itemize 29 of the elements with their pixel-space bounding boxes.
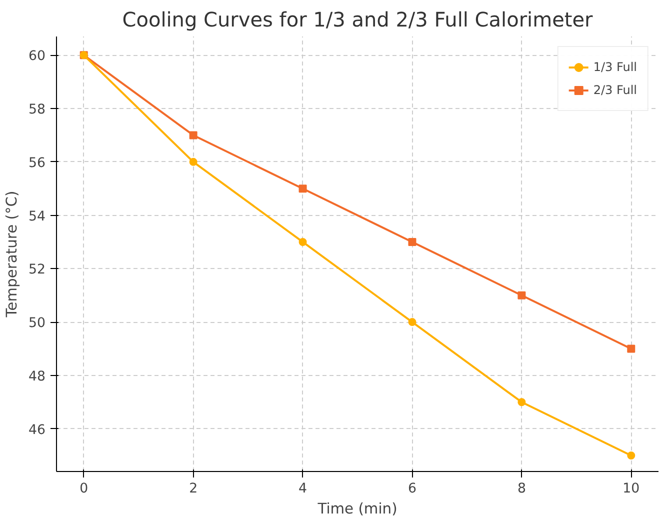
point	[298, 238, 307, 246]
y-tick-label: 60	[28, 49, 46, 64]
chart-title: Cooling Curves for 1/3 and 2/3 Full Calorimeter	[122, 8, 594, 32]
y-tick-label: 58	[28, 102, 46, 118]
point	[189, 131, 198, 140]
y-tick-label: 48	[28, 369, 46, 384]
x-tick-label: 2	[189, 482, 198, 496]
y-tick-label: 46	[28, 422, 46, 438]
point	[408, 238, 416, 246]
x-tick-label: 6	[408, 482, 416, 496]
point	[518, 398, 526, 406]
y-axis-title: Temperature (°C)	[4, 190, 21, 318]
x-tick-label: 4	[298, 482, 308, 496]
point	[189, 158, 198, 166]
y-tick-label: 52	[28, 262, 46, 278]
point	[627, 451, 636, 460]
point	[408, 318, 416, 326]
x-tick-label: 0	[80, 482, 88, 496]
y-tick-label: 50	[28, 316, 46, 332]
legend-label: 2/3 Full	[593, 83, 637, 97]
x-axis-title: Time (min)	[316, 500, 398, 518]
x-tick-label: 8	[517, 482, 526, 496]
legend-label: 1/3 Full	[593, 60, 637, 74]
point	[627, 344, 636, 353]
point	[298, 184, 307, 193]
x-tick-label: 10	[622, 482, 640, 496]
y-tick-label: 56	[28, 156, 46, 171]
y-tick-label: 54	[28, 209, 46, 224]
point	[518, 291, 526, 300]
